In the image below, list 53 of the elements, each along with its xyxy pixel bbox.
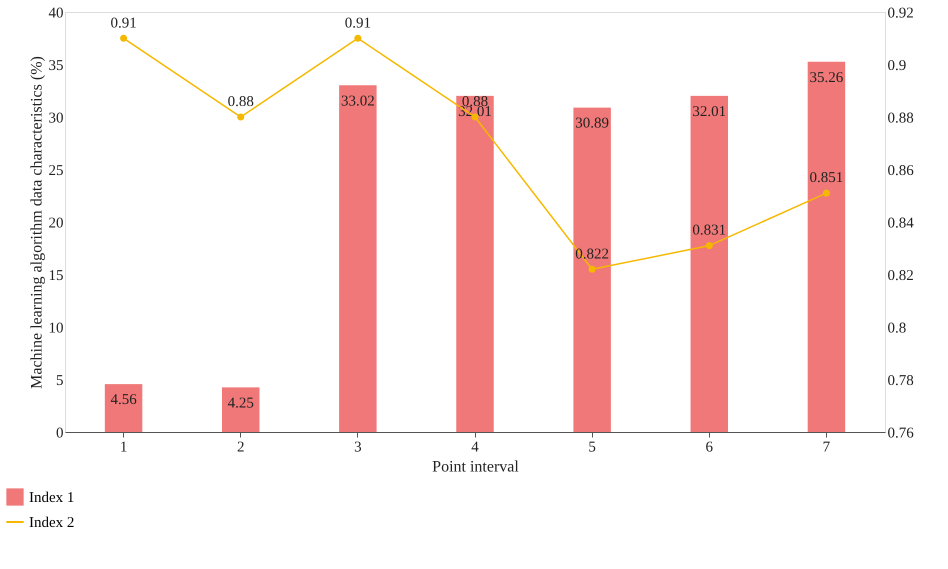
x-tick-label: 3 [354,440,362,456]
y-tick-label: 40 [48,6,64,22]
y-tick-label: 10 [48,320,64,336]
point [237,113,244,121]
y-tick-label: 20 [48,216,64,232]
x-tick-label: 5 [588,440,596,456]
data-label: 0.91 [110,15,137,32]
x-tick-label: 2 [236,440,244,456]
bar [690,96,728,432]
data-label: 0.831 [692,222,726,239]
point [120,34,128,42]
y2-tick-label: 0.92 [888,6,914,22]
data-label: 33.02 [340,93,375,110]
x-axis-title: Point interval [432,458,520,476]
data-label: 0.91 [344,15,371,32]
y-tick-label: 15 [48,268,64,284]
point [706,242,713,250]
y2-tick-label: 0.84 [888,216,914,232]
data-label: 4.25 [228,395,254,412]
y-axis-title: Machine learning algorithm data characteristics (%) [28,56,46,389]
y-tick-label: 5 [56,373,64,389]
y2-tick-label: 0.76 [888,426,914,442]
x-tick-label: 4 [471,440,480,456]
data-label: 35.26 [810,70,844,86]
y-tick-label: 30 [48,110,64,126]
bar [104,384,142,432]
x-tick-label: 6 [706,440,714,456]
bar [808,62,846,432]
data-label: 0.88 [228,94,254,110]
bar [456,96,494,432]
y2-tick-label: 0.8 [888,320,906,336]
y-tick-label: 0 [56,426,64,442]
point [354,34,362,42]
point [588,266,596,273]
data-label: 0.851 [810,170,844,186]
data-label: 32.01 [692,104,726,120]
x-tick-label: 7 [822,440,831,456]
y2-tick-label: 0.82 [888,268,914,284]
y2-tick-label: 0.9 [888,58,906,74]
legend-label: Index 1 [29,490,74,506]
y2-tick-label: 0.88 [888,110,914,126]
y2-tick-label: 0.78 [888,373,914,389]
y2-tick-label: 0.86 [888,163,914,179]
y-tick-label: 25 [48,163,64,179]
point [822,190,830,197]
data-label: 30.89 [575,116,610,132]
legend-label: Index 2 [29,515,74,531]
data-label: 4.56 [110,392,138,408]
y-tick-label: 35 [48,58,64,74]
bar [222,387,260,432]
x-tick-label: 1 [120,440,128,456]
bar [573,108,611,432]
bar [339,85,377,432]
